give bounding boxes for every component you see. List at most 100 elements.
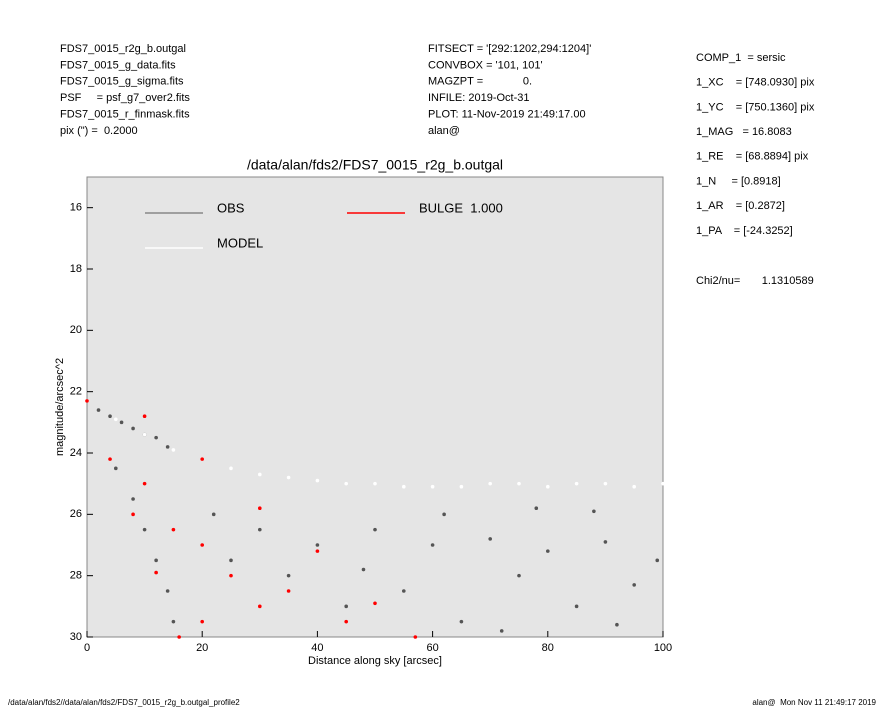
chi2: Chi2/nu= 1.1310589 — [696, 275, 814, 287]
point — [154, 558, 158, 563]
point — [344, 619, 349, 624]
point — [315, 543, 320, 547]
point — [442, 512, 446, 517]
point — [286, 573, 291, 578]
y-tick-label: 20 — [70, 324, 82, 336]
x-tick-label: 0 — [84, 642, 90, 654]
point — [632, 583, 636, 587]
point — [315, 549, 320, 553]
point — [258, 604, 262, 609]
point — [315, 478, 320, 483]
point — [592, 509, 596, 514]
param: 1_RE = [68.8894] pix — [696, 151, 809, 163]
param: 1_MAG = 16.8083 — [696, 126, 792, 138]
point — [344, 604, 349, 609]
point — [373, 601, 377, 606]
chart-title: /data/alan/fds2/FDS7_0015_r2g_b.outgal — [247, 157, 503, 173]
legend-label: OBS — [217, 200, 245, 215]
point — [200, 619, 204, 624]
point — [655, 558, 660, 563]
param: 1_AR = [0.2872] — [696, 200, 785, 212]
point — [546, 549, 550, 553]
point — [177, 635, 181, 639]
param: 1_N = [0.8918] — [696, 175, 781, 187]
point — [373, 481, 377, 486]
point — [85, 399, 89, 403]
point — [430, 484, 435, 489]
header-left: FDS7_0015_g_sigma.fits — [60, 76, 184, 88]
x-tick-label: 20 — [196, 642, 208, 654]
point — [488, 481, 493, 486]
header-left: FDS7_0015_r2g_b.outgal — [60, 43, 186, 55]
y-tick-label: 26 — [70, 508, 82, 520]
point — [142, 432, 147, 437]
point — [229, 558, 233, 563]
point — [229, 573, 233, 578]
point — [459, 484, 464, 489]
y-tick-label: 22 — [70, 386, 82, 398]
point — [119, 420, 124, 425]
point — [603, 540, 608, 544]
point — [632, 484, 636, 489]
point — [488, 537, 493, 541]
param: 1_XC = [748.0930] pix — [696, 77, 815, 89]
point — [534, 506, 539, 511]
x-tick-label: 100 — [654, 642, 672, 654]
header-middle: MAGZPT = 0. — [428, 76, 532, 88]
point — [96, 408, 101, 412]
point — [200, 543, 204, 547]
param: COMP_1 = sersic — [696, 52, 786, 64]
point — [108, 414, 112, 419]
point — [517, 481, 521, 486]
point — [142, 527, 147, 532]
header-middle: INFILE: 2019-Oct-31 — [428, 92, 530, 104]
y-tick-label: 30 — [70, 631, 82, 643]
point — [603, 481, 608, 486]
point — [574, 604, 579, 609]
point — [517, 573, 521, 578]
y-tick-label: 24 — [70, 447, 82, 459]
plot-area — [86, 176, 664, 638]
point — [131, 497, 135, 501]
point — [154, 435, 158, 440]
point — [499, 629, 504, 633]
x-tick-label: 60 — [426, 642, 438, 654]
point — [131, 426, 135, 431]
y-tick-label: 28 — [70, 570, 82, 582]
param: 1_PA = [-24.3252] — [696, 225, 793, 237]
header-left: PSF = psf_g7_over2.fits — [60, 92, 190, 104]
point — [142, 414, 147, 419]
header-middle: FITSECT = '[292:1202,294:1204]' — [428, 43, 591, 55]
point — [108, 457, 112, 461]
point — [165, 589, 170, 593]
legend-label: BULGE 1.000 — [419, 200, 503, 215]
point — [286, 475, 291, 480]
point — [430, 543, 435, 547]
point — [344, 481, 349, 486]
point — [229, 466, 233, 471]
point — [286, 589, 291, 593]
point — [615, 622, 619, 627]
point — [114, 466, 118, 471]
point — [402, 589, 406, 593]
x-tick-label: 40 — [311, 642, 323, 654]
footer-left: /data/alan/fds2//data/alan/fds2/FDS7_001… — [8, 698, 240, 707]
y-tick-label: 18 — [70, 263, 82, 275]
point — [373, 527, 377, 532]
footer-right: alan@ Mon Nov 11 21:49:17 2019 — [752, 698, 876, 707]
point — [114, 417, 118, 422]
point — [211, 512, 216, 517]
point — [546, 484, 550, 489]
y-axis-label: magnitude/arcsec^2 — [54, 358, 66, 456]
point — [142, 481, 147, 486]
point — [459, 619, 464, 624]
point — [661, 481, 665, 486]
point — [258, 472, 262, 477]
y-tick-label: 16 — [70, 202, 82, 214]
header-left: FDS7_0015_r_finmask.fits — [60, 109, 190, 121]
header-left: FDS7_0015_g_data.fits — [60, 59, 176, 71]
point — [402, 484, 406, 489]
x-axis-label: Distance along sky [arcsec] — [308, 655, 442, 667]
point — [165, 445, 170, 449]
header-middle: PLOT: 11-Nov-2019 21:49:17.00 — [428, 109, 586, 121]
